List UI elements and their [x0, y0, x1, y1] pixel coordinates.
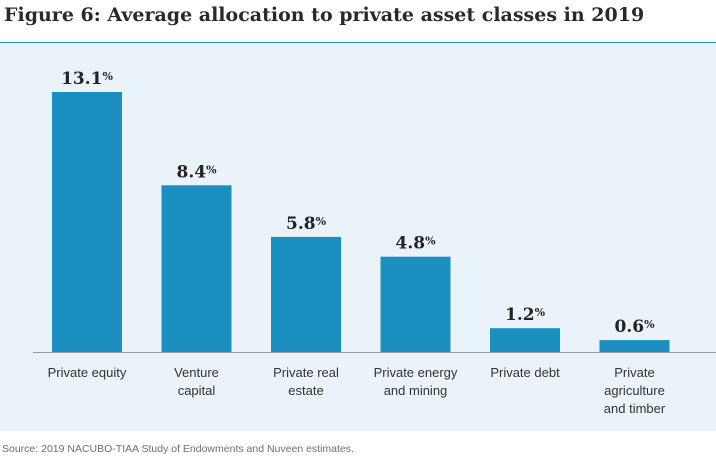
value-label-number: 4.8	[395, 234, 425, 254]
bar-0	[52, 92, 122, 352]
category-label-4: Private debt	[490, 365, 560, 380]
category-label-2: Private real estate	[273, 365, 339, 398]
labels-group: 13.1% Private equity 8.4% Venture capital 5.8…	[48, 69, 666, 416]
bar-3	[380, 256, 451, 352]
value-label-unit: %	[102, 70, 113, 83]
category-label-line: Private real	[273, 365, 339, 380]
category-label-line: agriculture	[604, 383, 665, 398]
category-label-line: estate	[288, 383, 323, 398]
chart-title: Figure 6: Average allocation to private …	[4, 4, 645, 26]
value-label-0: 13.1%	[61, 69, 113, 89]
bar-4	[490, 328, 560, 352]
value-label-4: 1.2%	[505, 305, 546, 325]
category-label-5: Private agriculture and timber	[604, 365, 666, 416]
value-label-5: 0.6%	[614, 317, 655, 337]
bar-1	[161, 185, 232, 352]
bars-group	[52, 92, 670, 352]
category-label-line: and mining	[384, 383, 448, 398]
value-label-2: 5.8%	[286, 214, 327, 234]
category-label-0: Private equity	[48, 365, 127, 380]
bar-5	[599, 340, 670, 352]
category-label-1: Venture capital	[174, 365, 219, 398]
value-label-number: 8.4	[176, 162, 206, 182]
category-label-3: Private energy and mining	[374, 365, 458, 398]
category-label-line: Venture	[174, 365, 219, 380]
value-label-number: 13.1	[61, 69, 102, 89]
category-label-line: Private equity	[48, 365, 127, 380]
category-label-line: and timber	[604, 401, 666, 416]
value-label-unit: %	[206, 163, 217, 176]
category-label-line: Private	[614, 365, 654, 380]
value-label-1: 8.4%	[176, 162, 217, 182]
title-divider	[0, 42, 716, 43]
value-label-number: 5.8	[286, 214, 316, 234]
category-label-line: capital	[178, 383, 216, 398]
source-note: Source: 2019 NACUBO-TIAA Study of Endowm…	[2, 443, 354, 455]
value-label-unit: %	[644, 318, 655, 331]
value-label-unit: %	[316, 215, 327, 228]
value-label-3: 4.8%	[395, 234, 436, 254]
value-label-unit: %	[425, 235, 436, 248]
bar-2	[271, 236, 341, 352]
value-label-number: 0.6	[614, 317, 644, 337]
value-label-number: 1.2	[505, 305, 535, 325]
category-label-line: Private debt	[490, 365, 560, 380]
category-label-line: Private energy	[374, 365, 458, 380]
value-label-unit: %	[535, 306, 546, 319]
